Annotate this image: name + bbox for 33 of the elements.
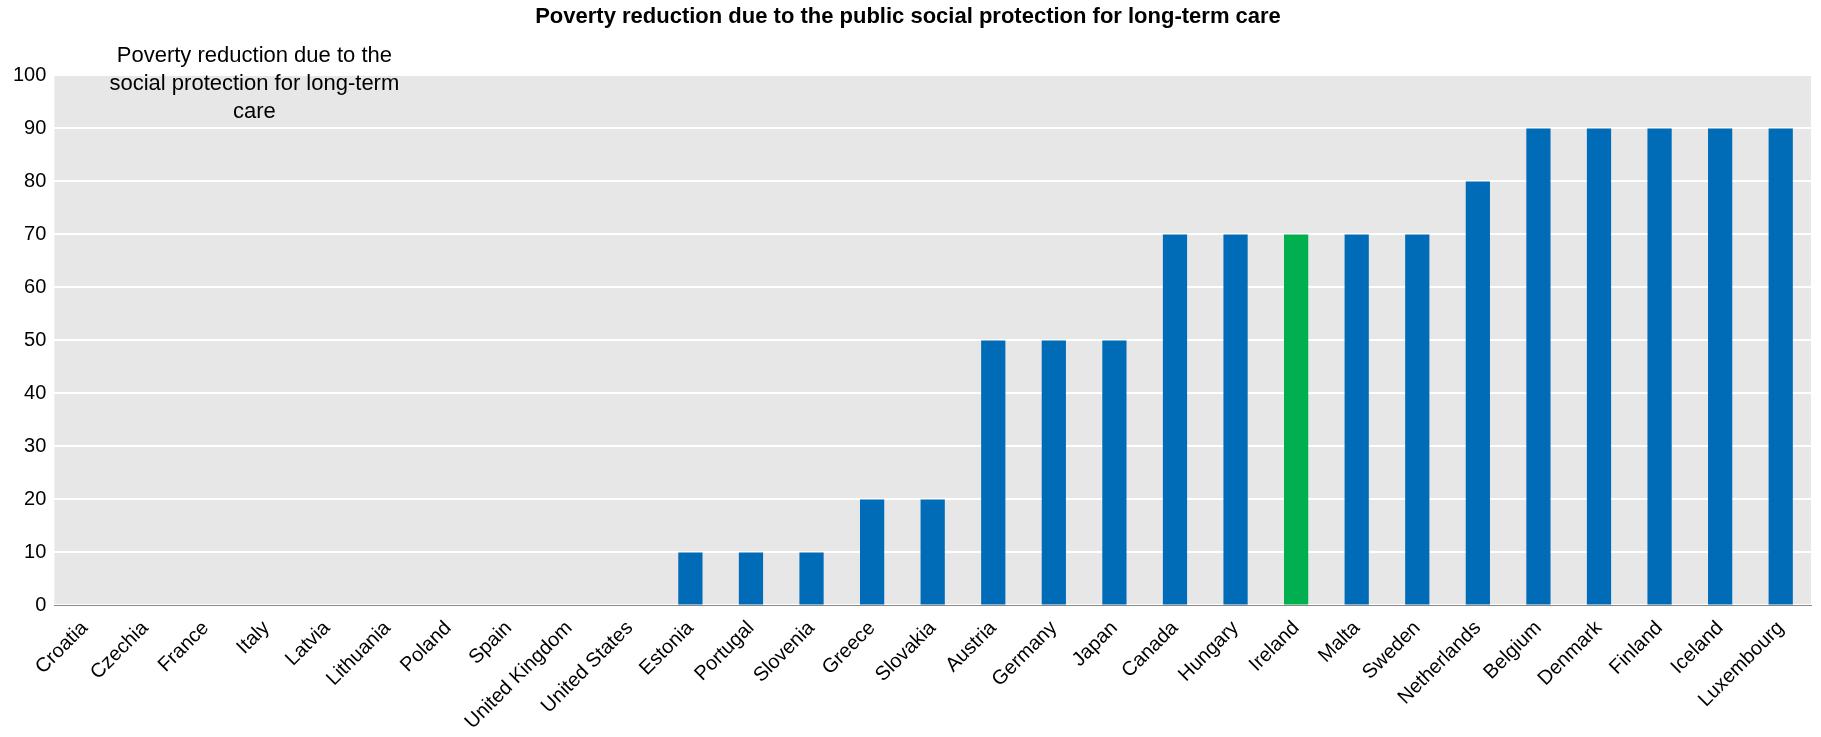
bar	[860, 499, 885, 605]
bar	[981, 340, 1006, 605]
bar	[1284, 234, 1309, 605]
bar	[1526, 128, 1551, 605]
y-tick-label: 50	[24, 327, 47, 350]
y-tick-label: 40	[24, 380, 47, 403]
y-tick-label: 20	[24, 486, 47, 509]
y-tick-label: 30	[24, 433, 47, 456]
x-tick-label: Italy	[231, 616, 274, 658]
bar	[1041, 340, 1066, 605]
bar	[920, 499, 945, 605]
y-tick-label: 70	[24, 221, 47, 244]
bar	[1102, 340, 1127, 605]
bar	[1344, 234, 1369, 605]
bar	[1162, 234, 1188, 605]
y-tick-label: 90	[24, 115, 47, 138]
bar	[678, 552, 703, 605]
y-tick-label: 100	[12, 62, 47, 85]
bar	[1708, 128, 1733, 605]
y-tick-label: 80	[24, 168, 47, 191]
bar	[1768, 128, 1793, 605]
bar	[738, 552, 764, 605]
bar	[1465, 181, 1490, 605]
chart-title: Poverty reduction due to the public social protection for long-term care	[535, 3, 1281, 29]
bar	[1405, 234, 1430, 605]
annotation: Poverty reduction due to the social protection for long-term care	[109, 42, 400, 124]
bar	[1223, 234, 1248, 605]
y-tick-label: 60	[24, 274, 47, 297]
bar	[799, 552, 824, 605]
bar	[1647, 128, 1672, 605]
bar	[1586, 128, 1612, 605]
y-tick-label: 0	[35, 592, 47, 615]
y-tick-label: 10	[24, 539, 47, 562]
